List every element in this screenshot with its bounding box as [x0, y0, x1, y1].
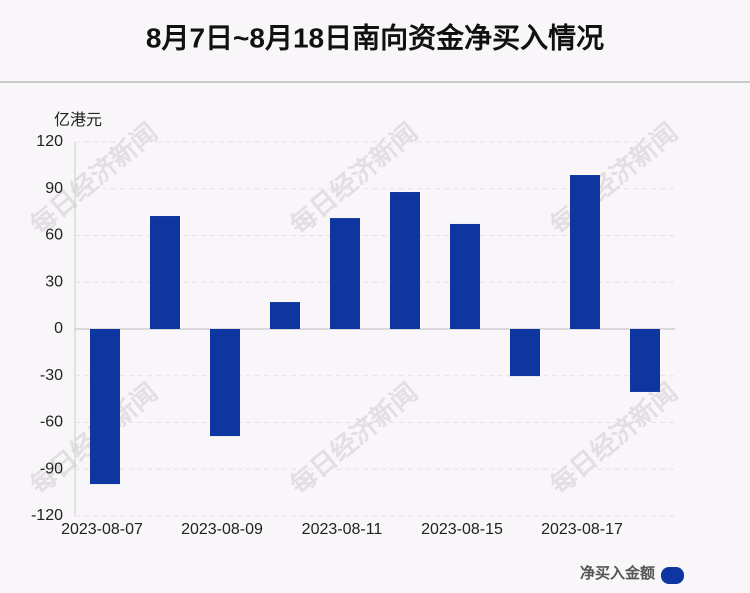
- y-tick-label: 60: [45, 227, 63, 244]
- y-tick-label: -60: [40, 414, 63, 431]
- bar: [330, 218, 360, 329]
- x-tick-label: 2023-08-17: [541, 521, 623, 538]
- y-tick-label: 30: [45, 273, 63, 290]
- legend-label: 净买入金额: [580, 564, 655, 582]
- x-tick-label: 2023-08-11: [302, 521, 383, 538]
- y-tick-label: 90: [45, 180, 63, 197]
- bar: [150, 216, 180, 329]
- legend-swatch: [661, 567, 684, 584]
- y-tick-label: -90: [40, 460, 63, 477]
- x-tick-label: 2023-08-09: [181, 521, 263, 538]
- bar: [570, 175, 600, 329]
- bar: [90, 329, 120, 485]
- bar: [210, 329, 240, 437]
- y-tick-label: 120: [36, 133, 63, 150]
- chart-title: 8月7日~8月18日南向资金净买入情况: [146, 21, 604, 53]
- y-tick-label: 0: [54, 320, 63, 337]
- bar: [630, 329, 660, 392]
- y-tick-label: -120: [31, 507, 63, 524]
- bar: [450, 223, 480, 329]
- bar: [510, 329, 540, 377]
- bar: [270, 302, 300, 329]
- x-tick-label: 2023-08-15: [421, 521, 503, 538]
- bar: [390, 192, 420, 329]
- y-tick-label: -30: [40, 367, 63, 384]
- x-tick-label: 2023-08-07: [61, 521, 143, 538]
- y-axis-label: 亿港元: [54, 111, 102, 129]
